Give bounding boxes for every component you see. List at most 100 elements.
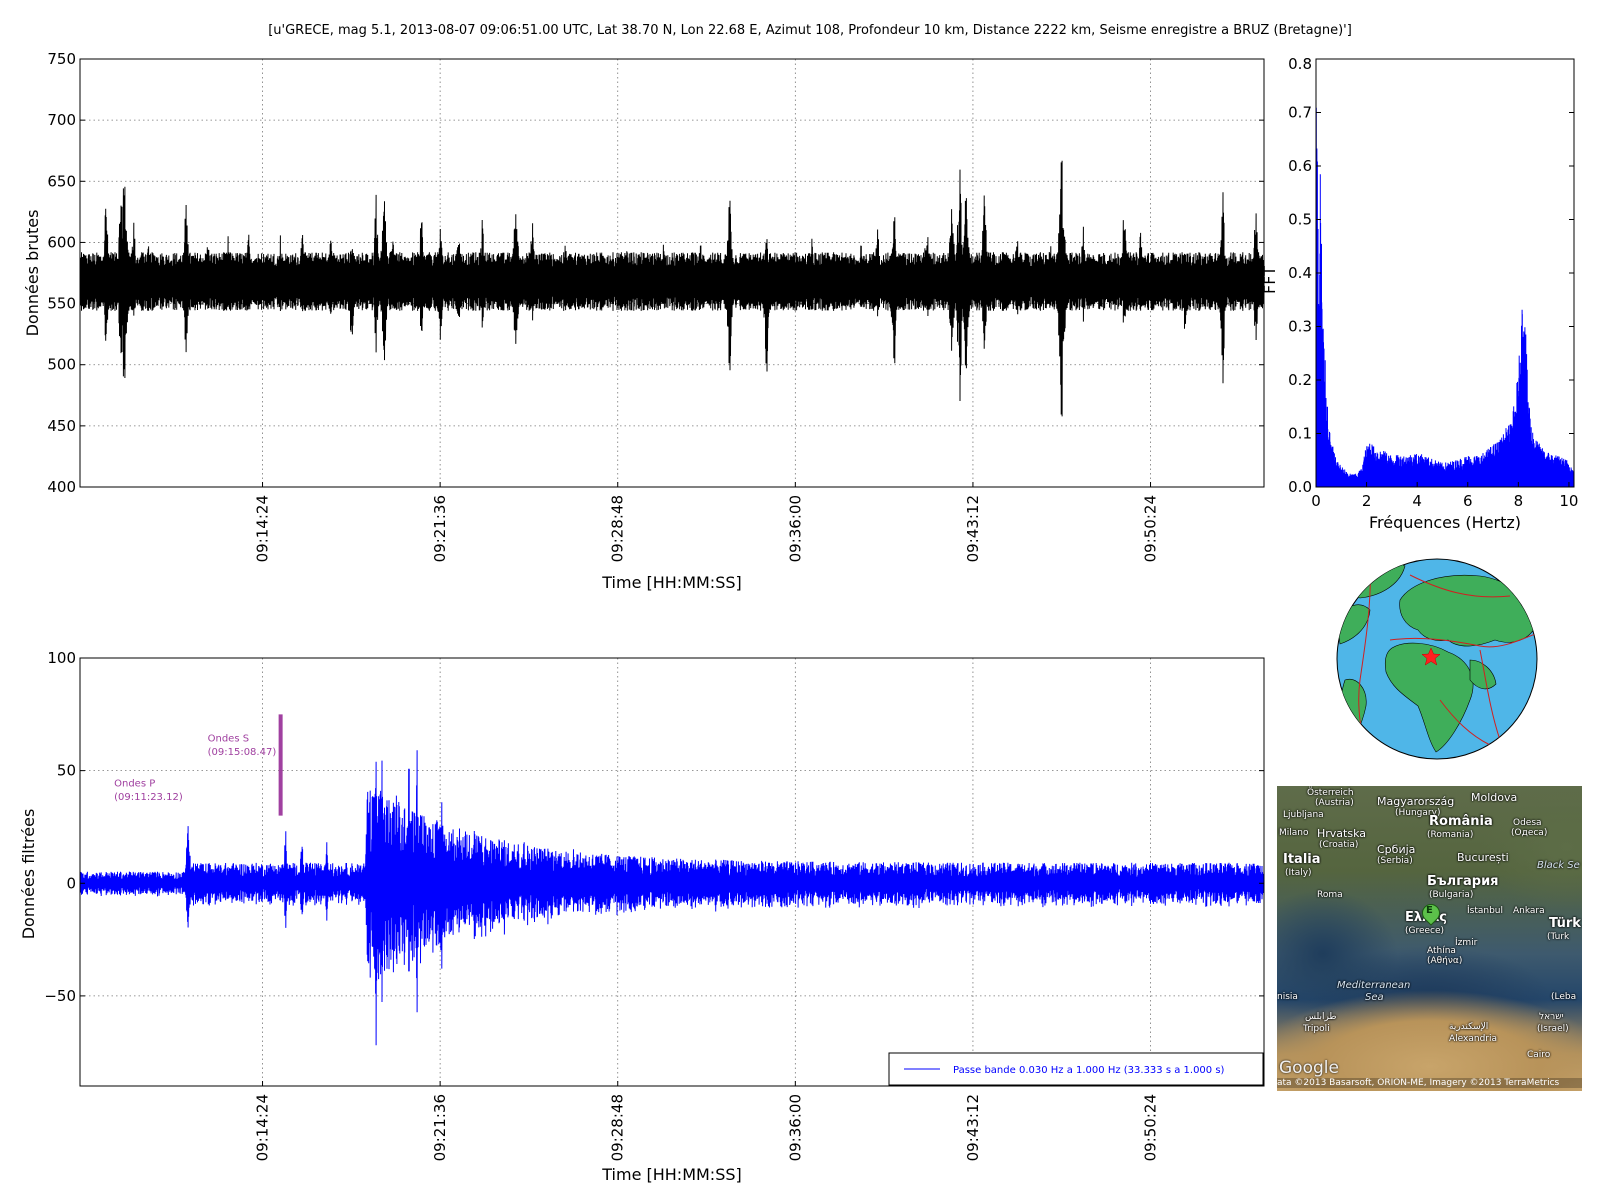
y-tick-label: 0.7 bbox=[1288, 104, 1312, 122]
map-place-label: ישראל bbox=[1539, 1012, 1564, 1022]
filtered-y-axis-label: Données filtrées bbox=[19, 809, 38, 940]
filtered-data-plot: −50 0 50 100 09:14:24 09:21:36 09:28:48 09:36:… bbox=[19, 649, 1265, 1184]
map-place-label: (Одеса) bbox=[1511, 828, 1548, 838]
globe-map bbox=[1336, 558, 1538, 760]
map-place-label: nisia bbox=[1277, 992, 1298, 1002]
map-place-label: Italia bbox=[1283, 852, 1321, 867]
y-tick-label: 500 bbox=[47, 356, 76, 374]
map-place-label: Türk bbox=[1549, 916, 1581, 931]
x-tick-label: 09:50:24 bbox=[1142, 1094, 1160, 1161]
map-place-label: България bbox=[1427, 874, 1499, 889]
fft-y-axis-label: FFT bbox=[1260, 266, 1279, 294]
filtered-legend: Passe bande 0.030 Hz a 1.000 Hz (33.333 … bbox=[888, 1052, 1264, 1086]
map-place-label: Ljubljana bbox=[1283, 810, 1324, 820]
filtered-x-ticks: 09:14:24 09:21:36 09:28:48 09:36:00 09:43:12… bbox=[254, 1081, 1160, 1161]
raw-y-ticks: 400 450 500 550 600 650 700 750 bbox=[47, 50, 1264, 496]
legend-entry: Passe bande 0.030 Hz a 1.000 Hz (33.333 … bbox=[953, 1065, 1225, 1076]
map-place-label: (Turk bbox=[1547, 932, 1570, 942]
map-place-label: Roma bbox=[1317, 890, 1343, 900]
filtered-waveform bbox=[79, 750, 1265, 1046]
map-place-label: Odesa bbox=[1513, 818, 1542, 828]
fft-x-ticks: 0 2 4 6 8 10 bbox=[1311, 482, 1578, 510]
google-logo: Google bbox=[1279, 1058, 1339, 1078]
map-place-label: (Greece) bbox=[1405, 926, 1445, 936]
raw-y-axis-label: Données brutes bbox=[23, 210, 42, 337]
satellite-map: Österreich (Austria) Magyarország (Hungary)… bbox=[1277, 786, 1582, 1091]
y-tick-label: 100 bbox=[47, 649, 76, 667]
raw-data-plot: 400 450 500 550 600 650 700 750 09:14:24 09:21:3… bbox=[23, 50, 1265, 592]
map-place-label: (Italy) bbox=[1285, 868, 1312, 878]
map-place-label: Magyarország bbox=[1377, 795, 1455, 808]
s-wave-label: Ondes S bbox=[208, 733, 249, 744]
x-tick-label: 09:50:24 bbox=[1142, 495, 1160, 562]
map-place-label: Hrvatska bbox=[1317, 827, 1367, 840]
y-tick-label: 0.4 bbox=[1288, 264, 1312, 282]
x-tick-label: 09:28:48 bbox=[609, 1094, 627, 1161]
map-place-label: (Bulgaria) bbox=[1429, 890, 1474, 900]
fft-plot: 0.00.10.20.30.40.50.60.70.8 0 2 4 6 8 10 FFT … bbox=[1260, 55, 1578, 532]
p-wave-label: Ondes P bbox=[114, 778, 155, 789]
x-tick-label: 09:28:48 bbox=[609, 495, 627, 562]
y-tick-label: 50 bbox=[57, 762, 76, 780]
map-place-label: (Romania) bbox=[1427, 830, 1474, 840]
map-place-label: România bbox=[1429, 814, 1493, 829]
x-tick-label: 09:36:00 bbox=[786, 1094, 804, 1161]
x-tick-label: 4 bbox=[1412, 492, 1422, 510]
map-place-label: Cairo bbox=[1527, 1050, 1551, 1060]
map-place-label: Mediterranean bbox=[1337, 980, 1411, 991]
filtered-y-ticks: −50 0 50 100 bbox=[44, 649, 1264, 1005]
x-tick-label: 8 bbox=[1514, 492, 1524, 510]
y-tick-label: 550 bbox=[47, 295, 76, 313]
map-place-label: (Leba bbox=[1551, 992, 1577, 1002]
map-place-label: (Austria) bbox=[1315, 798, 1354, 808]
p-wave-time: (09:11:23.12) bbox=[114, 792, 183, 803]
y-tick-label: 0.8 bbox=[1288, 55, 1312, 73]
map-place-label: Alexandria bbox=[1449, 1034, 1498, 1044]
map-attribution: ata ©2013 Basarsoft, ORION-ME, Imagery ©… bbox=[1277, 1078, 1582, 1088]
map-place-label: İzmir bbox=[1455, 938, 1478, 948]
map-place-label: Black Se bbox=[1537, 860, 1580, 871]
fft-x-axis-label: Fréquences (Hertz) bbox=[1369, 513, 1521, 532]
y-tick-label: 0.3 bbox=[1288, 318, 1312, 336]
x-tick-label: 09:14:24 bbox=[254, 495, 272, 562]
raw-waveform bbox=[79, 160, 1265, 417]
y-tick-label: 0.2 bbox=[1288, 371, 1312, 389]
figure-title: [u'GRECE, mag 5.1, 2013-08-07 09:06:51.0… bbox=[268, 23, 1352, 38]
x-tick-label: 09:21:36 bbox=[431, 1094, 449, 1161]
map-place-label: طرابلس bbox=[1305, 1012, 1337, 1022]
x-tick-label: 09:43:12 bbox=[964, 495, 982, 562]
map-place-label: Србија bbox=[1377, 843, 1416, 856]
x-tick-label: 09:36:00 bbox=[786, 495, 804, 562]
y-tick-label: 600 bbox=[47, 233, 76, 251]
map-place-label: Sea bbox=[1365, 992, 1384, 1003]
y-tick-label: 0.5 bbox=[1288, 211, 1312, 229]
map-place-label: (Αθήνα) bbox=[1427, 956, 1463, 966]
x-tick-label: 0 bbox=[1311, 492, 1321, 510]
raw-axes-frame bbox=[79, 58, 1265, 488]
y-tick-label: 0.1 bbox=[1288, 425, 1312, 443]
map-place-label: (Serbia) bbox=[1377, 856, 1413, 866]
y-tick-label: −50 bbox=[44, 987, 76, 1005]
map-place-label: (Hungary) bbox=[1395, 808, 1441, 818]
map-place-label: Milano bbox=[1279, 828, 1309, 838]
x-tick-label: 6 bbox=[1463, 492, 1473, 510]
map-place-label: Athína bbox=[1427, 946, 1456, 956]
x-tick-label: 10 bbox=[1559, 492, 1578, 510]
x-tick-label: 09:43:12 bbox=[964, 1094, 982, 1161]
x-tick-label: 2 bbox=[1362, 492, 1372, 510]
pin-label: E bbox=[1426, 905, 1433, 916]
y-tick-label: 650 bbox=[47, 172, 76, 190]
y-tick-label: 0.0 bbox=[1288, 478, 1312, 496]
y-tick-label: 450 bbox=[47, 417, 76, 435]
map-place-label: (Croatia) bbox=[1319, 840, 1359, 850]
y-tick-label: 0 bbox=[66, 874, 76, 892]
x-tick-label: 09:14:24 bbox=[254, 1094, 272, 1161]
raw-grid bbox=[80, 59, 1264, 487]
epicenter-star-icon bbox=[1421, 647, 1441, 666]
filtered-x-axis-label: Time [HH:MM:SS] bbox=[601, 1165, 742, 1184]
raw-x-axis-label: Time [HH:MM:SS] bbox=[601, 573, 742, 592]
s-wave-time: (09:15:08.47) bbox=[208, 747, 277, 758]
map-place-label: (Israel) bbox=[1537, 1024, 1569, 1034]
raw-x-ticks: 09:14:24 09:21:36 09:28:48 09:36:00 09:43:12… bbox=[254, 482, 1160, 562]
